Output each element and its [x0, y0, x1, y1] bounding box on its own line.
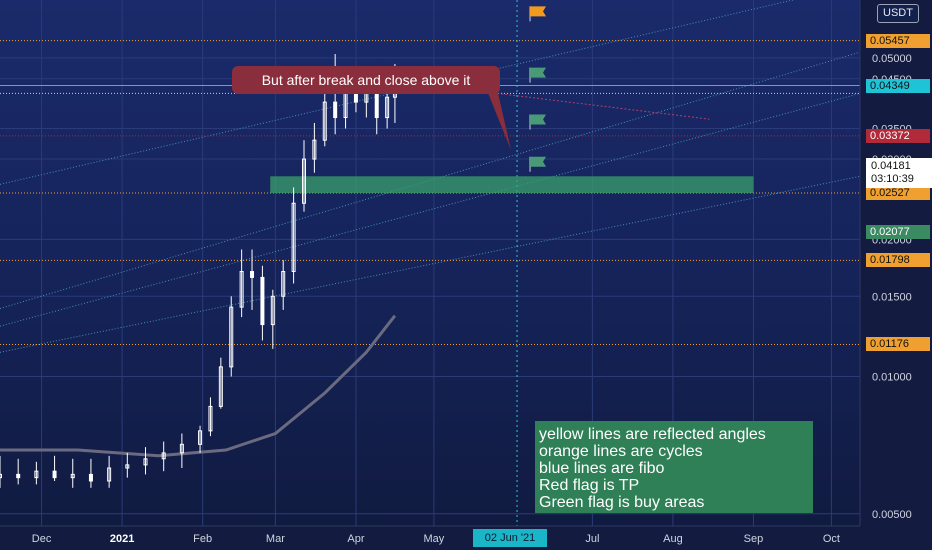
current-price-value: 0.04181 — [871, 160, 911, 172]
candle-down — [16, 473, 21, 479]
candle-up — [143, 458, 148, 466]
fibo-line — [0, 175, 861, 353]
x-tick-label: May — [424, 533, 445, 545]
currency-button[interactable]: USDT — [877, 4, 919, 23]
note-line: Red flag is TP — [539, 477, 640, 494]
candle-up — [161, 452, 166, 460]
price-level-tag: 0.03372 — [866, 128, 930, 143]
candle-up — [218, 366, 223, 407]
candle-down — [52, 470, 57, 479]
candle-up — [125, 464, 130, 469]
candle-up — [291, 202, 296, 272]
cycle-date-label: 02 Jun '21 — [473, 529, 547, 547]
candle-up — [312, 139, 317, 160]
moving-average-line — [0, 314, 397, 458]
x-tick-label: Jul — [585, 533, 599, 545]
buy-flag-icon — [530, 67, 547, 78]
candle-up — [281, 270, 286, 297]
buy-flag-icon — [530, 114, 547, 125]
price-level-tag: 0.04349 — [866, 78, 930, 93]
candle-down — [88, 473, 93, 482]
x-tick-label: Oct — [823, 533, 840, 545]
price-level-tag: 0.02527 — [866, 186, 930, 201]
price-level-tag: 0.01176 — [866, 337, 930, 352]
x-tick-label: Feb — [193, 533, 212, 545]
candle-up — [229, 306, 234, 368]
y-tick-label: 0.01000 — [872, 372, 912, 384]
y-tick-label: 0.01500 — [872, 291, 912, 303]
candle-up — [198, 430, 203, 445]
candle-down — [250, 270, 255, 278]
legend-notes: yellow lines are reflected angles orange… — [535, 421, 813, 513]
note-line: Green flag is buy areas — [539, 494, 705, 511]
price-level-tag: 0.02077 — [866, 224, 930, 239]
x-tick-label: Aug — [663, 533, 683, 545]
x-tick-label: 2021 — [110, 533, 134, 545]
x-tick-label: Sep — [744, 533, 764, 545]
buy-zone — [270, 176, 754, 194]
candle-up — [239, 270, 244, 308]
candle-up — [34, 470, 39, 479]
candle-up — [107, 467, 112, 482]
candle-up — [270, 295, 275, 326]
candle-up — [208, 405, 213, 432]
y-tick-label: 0.05000 — [872, 53, 912, 65]
fibo-line — [0, 51, 861, 310]
candle-down — [333, 101, 338, 119]
time-axis — [0, 526, 932, 550]
note-line: orange lines are cycles — [539, 443, 703, 460]
price-level-tag: 0.05457 — [866, 33, 930, 48]
tp-flag-icon — [530, 6, 547, 17]
candle-down — [260, 276, 265, 326]
note-line: yellow lines are reflected angles — [539, 426, 766, 443]
buy-flag-icon — [530, 156, 547, 167]
candle-up — [70, 473, 75, 479]
candle-up — [179, 443, 184, 454]
x-tick-label: Dec — [32, 533, 52, 545]
y-tick-label: 0.00500 — [872, 509, 912, 521]
candle-down — [374, 91, 379, 119]
candle-up — [0, 473, 2, 479]
current-price-label: 0.04181 03:10:39 — [866, 158, 932, 188]
callout-pointer — [488, 93, 511, 150]
candle-up — [322, 101, 327, 141]
x-tick-label: Apr — [347, 533, 364, 545]
note-line: blue lines are fibo — [539, 460, 665, 477]
candle-up — [385, 96, 390, 119]
price-level-tag: 0.01798 — [866, 253, 930, 268]
bar-countdown: 03:10:39 — [871, 173, 914, 185]
annotation-callout: But after break and close above it — [232, 66, 500, 94]
x-tick-label: Mar — [266, 533, 285, 545]
candle-up — [301, 158, 306, 204]
